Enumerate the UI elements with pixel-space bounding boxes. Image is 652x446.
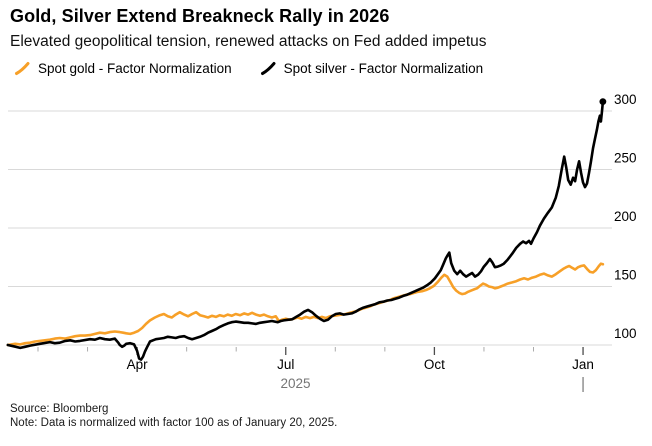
- gold-series-line: [6, 262, 605, 347]
- legend-item-spot-gold[interactable]: Spot gold - Factor Normalization: [14, 60, 232, 77]
- x-axis-label-jan: Jan: [572, 357, 594, 372]
- y-axis-label-150: 150: [614, 268, 637, 283]
- page-title: Gold, Silver Extend Breakneck Rally in 2…: [10, 6, 390, 26]
- legend-label-gold: Spot gold - Factor Normalization: [38, 61, 232, 76]
- x-axis-label-jul: Jul: [277, 357, 294, 372]
- x-axis-label-oct: Oct: [424, 357, 445, 372]
- y-axis-label-250: 250: [614, 151, 637, 166]
- silver-series-line: [6, 100, 605, 361]
- y-axis-label-200: 200: [614, 209, 637, 224]
- gold-line-swatch-icon: [15, 62, 30, 75]
- x-axis-label-apr: Apr: [127, 357, 149, 372]
- y-axis-label-300: 300: [614, 92, 637, 107]
- chart-subtitle: Elevated geopolitical tension, renewed a…: [10, 33, 487, 50]
- chart-footer: Source: Bloomberg Note: Data is normaliz…: [10, 402, 640, 430]
- note-line: Note: Data is normalized with factor 100…: [10, 417, 338, 429]
- chart-legend: Spot gold - Factor Normalization Spot si…: [14, 60, 483, 77]
- price-line-chart: 100 150 200 250 300 Apr Jul Oct Jan 2025: [6, 92, 637, 392]
- legend-item-spot-silver[interactable]: Spot silver - Factor Normalization: [260, 60, 484, 77]
- legend-label-silver: Spot silver - Factor Normalization: [283, 61, 484, 76]
- source-line: Source: Bloomberg: [10, 403, 109, 415]
- y-axis-label-100: 100: [614, 326, 637, 341]
- silver-line-swatch-icon: [260, 62, 276, 75]
- year-label: 2025: [281, 376, 311, 391]
- series-end-dot: [599, 98, 607, 106]
